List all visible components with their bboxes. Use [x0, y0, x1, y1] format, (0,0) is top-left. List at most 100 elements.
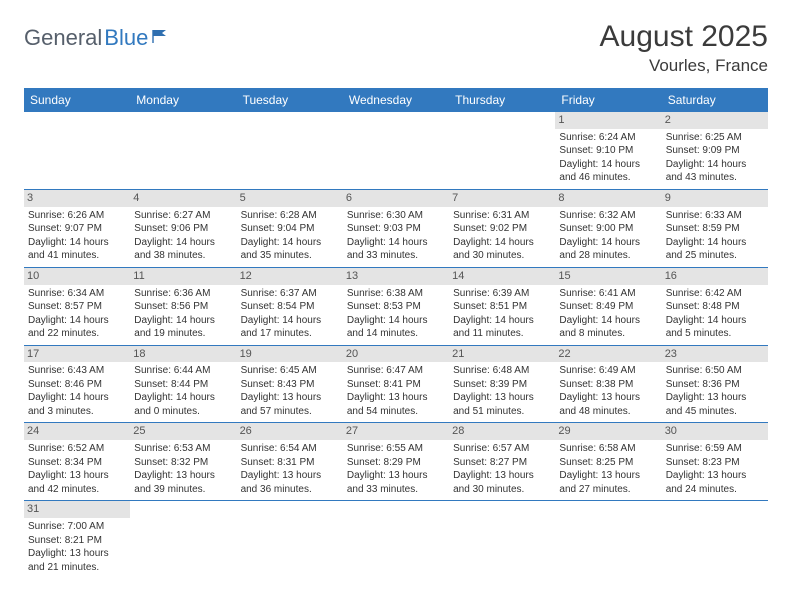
day-number: 28	[449, 423, 555, 440]
page-header: GeneralBlue August 2025 Vourles, France	[24, 20, 768, 76]
daylight-text: and 11 minutes.	[453, 327, 551, 341]
calendar-day-cell: 17Sunrise: 6:43 AMSunset: 8:46 PMDayligh…	[24, 345, 130, 423]
daylight-text: Daylight: 13 hours	[666, 391, 764, 405]
calendar-day-cell: 18Sunrise: 6:44 AMSunset: 8:44 PMDayligh…	[130, 345, 236, 423]
day-number: 29	[555, 423, 661, 440]
daylight-text: Daylight: 14 hours	[28, 236, 126, 250]
calendar-day-cell	[449, 501, 555, 578]
sunrise-text: Sunrise: 6:48 AM	[453, 364, 551, 378]
sunset-text: Sunset: 8:23 PM	[666, 456, 764, 470]
sunrise-text: Sunrise: 6:44 AM	[134, 364, 232, 378]
calendar-day-cell: 10Sunrise: 6:34 AMSunset: 8:57 PMDayligh…	[24, 267, 130, 345]
calendar-day-cell	[130, 112, 236, 189]
sunset-text: Sunset: 8:59 PM	[666, 222, 764, 236]
daylight-text: Daylight: 14 hours	[559, 158, 657, 172]
day-number: 3	[24, 190, 130, 207]
flag-icon	[152, 24, 172, 50]
daylight-text: Daylight: 13 hours	[453, 469, 551, 483]
day-number: 30	[662, 423, 768, 440]
sunrise-text: Sunrise: 6:25 AM	[666, 131, 764, 145]
calendar-week-row: 24Sunrise: 6:52 AMSunset: 8:34 PMDayligh…	[24, 423, 768, 501]
daylight-text: Daylight: 14 hours	[666, 236, 764, 250]
sunrise-text: Sunrise: 6:36 AM	[134, 287, 232, 301]
sunset-text: Sunset: 8:57 PM	[28, 300, 126, 314]
calendar-day-cell: 2Sunrise: 6:25 AMSunset: 9:09 PMDaylight…	[662, 112, 768, 189]
day-number: 11	[130, 268, 236, 285]
sunset-text: Sunset: 8:46 PM	[28, 378, 126, 392]
calendar-day-cell: 24Sunrise: 6:52 AMSunset: 8:34 PMDayligh…	[24, 423, 130, 501]
calendar-header-row: Sunday Monday Tuesday Wednesday Thursday…	[24, 88, 768, 112]
daylight-text: Daylight: 13 hours	[241, 469, 339, 483]
calendar-day-cell: 19Sunrise: 6:45 AMSunset: 8:43 PMDayligh…	[237, 345, 343, 423]
day-number: 6	[343, 190, 449, 207]
sunrise-text: Sunrise: 6:38 AM	[347, 287, 445, 301]
location-label: Vourles, France	[600, 56, 768, 76]
calendar-day-cell: 25Sunrise: 6:53 AMSunset: 8:32 PMDayligh…	[130, 423, 236, 501]
sunset-text: Sunset: 9:03 PM	[347, 222, 445, 236]
daylight-text: and 3 minutes.	[28, 405, 126, 419]
day-number: 31	[24, 501, 130, 518]
day-number: 19	[237, 346, 343, 363]
sunrise-text: Sunrise: 6:41 AM	[559, 287, 657, 301]
weekday-header: Wednesday	[343, 88, 449, 112]
daylight-text: Daylight: 14 hours	[559, 314, 657, 328]
daylight-text: and 8 minutes.	[559, 327, 657, 341]
calendar-day-cell: 29Sunrise: 6:58 AMSunset: 8:25 PMDayligh…	[555, 423, 661, 501]
sunset-text: Sunset: 9:00 PM	[559, 222, 657, 236]
daylight-text: and 30 minutes.	[453, 249, 551, 263]
daylight-text: Daylight: 13 hours	[134, 469, 232, 483]
daylight-text: and 39 minutes.	[134, 483, 232, 497]
daylight-text: and 43 minutes.	[666, 171, 764, 185]
logo-text-blue: Blue	[104, 25, 148, 51]
calendar-page: GeneralBlue August 2025 Vourles, France …	[0, 0, 792, 598]
daylight-text: Daylight: 13 hours	[241, 391, 339, 405]
sunrise-text: Sunrise: 6:42 AM	[666, 287, 764, 301]
day-number: 12	[237, 268, 343, 285]
daylight-text: Daylight: 13 hours	[347, 469, 445, 483]
sunrise-text: Sunrise: 6:37 AM	[241, 287, 339, 301]
calendar-day-cell: 21Sunrise: 6:48 AMSunset: 8:39 PMDayligh…	[449, 345, 555, 423]
calendar-week-row: 17Sunrise: 6:43 AMSunset: 8:46 PMDayligh…	[24, 345, 768, 423]
sunset-text: Sunset: 8:34 PM	[28, 456, 126, 470]
calendar-day-cell	[343, 501, 449, 578]
sunset-text: Sunset: 8:32 PM	[134, 456, 232, 470]
daylight-text: Daylight: 14 hours	[347, 236, 445, 250]
day-number: 10	[24, 268, 130, 285]
daylight-text: Daylight: 14 hours	[666, 314, 764, 328]
sunset-text: Sunset: 8:51 PM	[453, 300, 551, 314]
calendar-day-cell	[662, 501, 768, 578]
sunset-text: Sunset: 9:07 PM	[28, 222, 126, 236]
day-number: 2	[662, 112, 768, 129]
daylight-text: Daylight: 13 hours	[347, 391, 445, 405]
day-number: 18	[130, 346, 236, 363]
calendar-day-cell: 15Sunrise: 6:41 AMSunset: 8:49 PMDayligh…	[555, 267, 661, 345]
daylight-text: and 17 minutes.	[241, 327, 339, 341]
calendar-day-cell: 30Sunrise: 6:59 AMSunset: 8:23 PMDayligh…	[662, 423, 768, 501]
daylight-text: and 57 minutes.	[241, 405, 339, 419]
sunrise-text: Sunrise: 6:50 AM	[666, 364, 764, 378]
calendar-day-cell: 22Sunrise: 6:49 AMSunset: 8:38 PMDayligh…	[555, 345, 661, 423]
sunrise-text: Sunrise: 6:27 AM	[134, 209, 232, 223]
day-number: 13	[343, 268, 449, 285]
calendar-day-cell	[24, 112, 130, 189]
weekday-header: Monday	[130, 88, 236, 112]
sunrise-text: Sunrise: 6:33 AM	[666, 209, 764, 223]
sunrise-text: Sunrise: 6:28 AM	[241, 209, 339, 223]
sunset-text: Sunset: 8:36 PM	[666, 378, 764, 392]
daylight-text: and 21 minutes.	[28, 561, 126, 575]
sunset-text: Sunset: 8:25 PM	[559, 456, 657, 470]
daylight-text: and 35 minutes.	[241, 249, 339, 263]
daylight-text: and 46 minutes.	[559, 171, 657, 185]
day-number: 7	[449, 190, 555, 207]
calendar-day-cell: 12Sunrise: 6:37 AMSunset: 8:54 PMDayligh…	[237, 267, 343, 345]
daylight-text: and 33 minutes.	[347, 249, 445, 263]
sunset-text: Sunset: 8:38 PM	[559, 378, 657, 392]
daylight-text: Daylight: 14 hours	[134, 236, 232, 250]
calendar-day-cell: 20Sunrise: 6:47 AMSunset: 8:41 PMDayligh…	[343, 345, 449, 423]
day-number: 17	[24, 346, 130, 363]
logo: GeneralBlue	[24, 24, 172, 52]
daylight-text: and 0 minutes.	[134, 405, 232, 419]
daylight-text: Daylight: 14 hours	[241, 236, 339, 250]
calendar-week-row: 10Sunrise: 6:34 AMSunset: 8:57 PMDayligh…	[24, 267, 768, 345]
daylight-text: and 41 minutes.	[28, 249, 126, 263]
